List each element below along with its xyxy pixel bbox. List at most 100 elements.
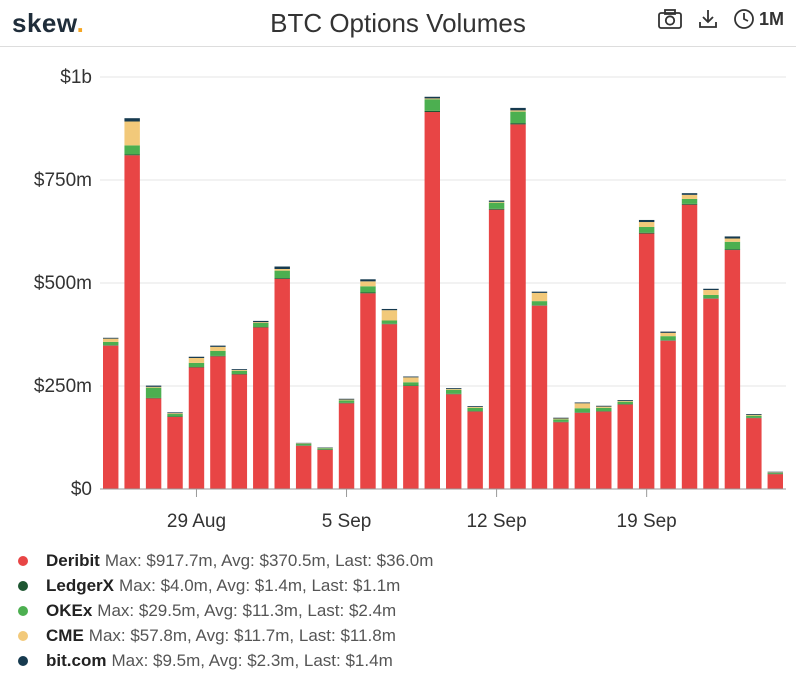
bar-segment-bit-com[interactable] (275, 267, 290, 269)
bar-segment-okex[interactable] (382, 320, 397, 323)
bar-segment-cme[interactable] (382, 310, 397, 320)
bar-segment-okex[interactable] (339, 400, 354, 402)
bar-segment-deribit[interactable] (725, 250, 740, 489)
bar-segment-okex[interactable] (660, 336, 675, 340)
legend-item-bit-com[interactable]: bit.com Max: $9.5m, Avg: $2.3m, Last: $1.… (18, 648, 433, 673)
bar-segment-bit-com[interactable] (446, 388, 461, 389)
bar-segment-bit-com[interactable] (510, 108, 525, 110)
bar-segment-deribit[interactable] (403, 386, 418, 489)
bar-segment-okex[interactable] (425, 99, 440, 111)
bar-segment-cme[interactable] (596, 407, 611, 408)
bar-segment-deribit[interactable] (360, 293, 375, 489)
bar-segment-deribit[interactable] (425, 112, 440, 489)
bar-segment-okex[interactable] (232, 371, 247, 374)
bar-segment-cme[interactable] (746, 415, 761, 416)
bar-segment-cme[interactable] (575, 403, 590, 408)
bar-segment-bit-com[interactable] (725, 236, 740, 238)
bar-segment-deribit[interactable] (339, 403, 354, 489)
bar-segment-cme[interactable] (489, 202, 504, 203)
bar-segment-bit-com[interactable] (360, 279, 375, 281)
bar-segment-bit-com[interactable] (532, 292, 547, 293)
bar-segment-cme[interactable] (618, 401, 633, 402)
bar-segment-deribit[interactable] (553, 422, 568, 489)
bar-segment-cme[interactable] (339, 400, 354, 401)
bar-segment-bit-com[interactable] (467, 406, 482, 407)
bar-segment-bit-com[interactable] (103, 338, 118, 339)
bar-segment-okex[interactable] (618, 402, 633, 404)
bar-segment-cme[interactable] (232, 370, 247, 371)
legend-item-okex[interactable]: OKEx Max: $29.5m, Avg: $11.3m, Last: $2.4… (18, 598, 433, 623)
bar-segment-deribit[interactable] (510, 124, 525, 489)
bar-segment-ledgerx[interactable] (639, 233, 654, 234)
bar-segment-okex[interactable] (124, 145, 139, 154)
bar-segment-bit-com[interactable] (575, 402, 590, 403)
bar-segment-bit-com[interactable] (746, 414, 761, 415)
bar-segment-ledgerx[interactable] (124, 154, 139, 155)
bar-segment-okex[interactable] (167, 414, 182, 416)
bar-segment-deribit[interactable] (467, 412, 482, 489)
bar-segment-ledgerx[interactable] (682, 204, 697, 205)
bar-segment-deribit[interactable] (639, 234, 654, 489)
legend-item-cme[interactable]: CME Max: $57.8m, Avg: $11.7m, Last: $11.8… (18, 623, 433, 648)
bar-segment-deribit[interactable] (189, 367, 204, 489)
bar-segment-bit-com[interactable] (124, 118, 139, 121)
bar-segment-deribit[interactable] (317, 450, 332, 489)
bar-segment-deribit[interactable] (489, 210, 504, 489)
bar-segment-okex[interactable] (553, 419, 568, 421)
bar-segment-bit-com[interactable] (639, 220, 654, 222)
camera-icon[interactable] (657, 8, 683, 30)
bar-segment-cme[interactable] (360, 281, 375, 286)
bar-segment-okex[interactable] (596, 408, 611, 411)
bar-segment-okex[interactable] (532, 301, 547, 305)
bar-segment-bit-com[interactable] (232, 369, 247, 370)
bar-segment-bit-com[interactable] (382, 309, 397, 310)
bar-segment-ledgerx[interactable] (360, 292, 375, 293)
bar-segment-bit-com[interactable] (167, 412, 182, 413)
legend-item-deribit[interactable]: Deribit Max: $917.7m, Avg: $370.5m, Last:… (18, 548, 433, 573)
bar-segment-okex[interactable] (575, 408, 590, 412)
bar-segment-deribit[interactable] (682, 205, 697, 489)
bar-segment-cme[interactable] (703, 290, 718, 295)
bar-segment-bit-com[interactable] (553, 418, 568, 419)
bar-segment-okex[interactable] (103, 342, 118, 345)
bar-segment-cme[interactable] (124, 121, 139, 145)
bar-segment-okex[interactable] (467, 408, 482, 411)
bar-segment-cme[interactable] (446, 389, 461, 390)
legend-item-ledgerx[interactable]: LedgerX Max: $4.0m, Avg: $1.4m, Last: $1.… (18, 573, 433, 598)
bar-segment-bit-com[interactable] (596, 406, 611, 407)
bar-segment-deribit[interactable] (296, 446, 311, 489)
bar-segment-bit-com[interactable] (489, 201, 504, 202)
bar-segment-ledgerx[interactable] (725, 249, 740, 250)
bar-segment-deribit[interactable] (596, 412, 611, 489)
bar-segment-deribit[interactable] (768, 474, 783, 489)
bar-segment-deribit[interactable] (253, 327, 268, 489)
bar-segment-bit-com[interactable] (403, 377, 418, 378)
bar-segment-cme[interactable] (167, 413, 182, 414)
bar-segment-deribit[interactable] (446, 394, 461, 489)
bar-segment-okex[interactable] (210, 351, 225, 356)
bar-segment-cme[interactable] (103, 339, 118, 342)
bar-segment-okex[interactable] (746, 416, 761, 418)
bar-segment-bit-com[interactable] (682, 193, 697, 195)
bar-segment-okex[interactable] (489, 203, 504, 209)
bar-segment-deribit[interactable] (618, 405, 633, 489)
bar-segment-ledgerx[interactable] (425, 111, 440, 112)
bar-segment-bit-com[interactable] (703, 289, 718, 290)
bar-segment-cme[interactable] (403, 377, 418, 382)
bar-segment-bit-com[interactable] (768, 472, 783, 473)
bar-segment-bit-com[interactable] (339, 399, 354, 400)
bar-segment-deribit[interactable] (232, 374, 247, 489)
bar-segment-deribit[interactable] (124, 155, 139, 489)
bar-segment-bit-com[interactable] (618, 400, 633, 401)
bar-segment-deribit[interactable] (532, 306, 547, 489)
bar-segment-cme[interactable] (467, 407, 482, 408)
bar-segment-bit-com[interactable] (660, 332, 675, 333)
bar-segment-bit-com[interactable] (146, 386, 161, 387)
bar-segment-cme[interactable] (682, 195, 697, 199)
bar-segment-ledgerx[interactable] (489, 209, 504, 210)
bar-segment-okex[interactable] (403, 382, 418, 385)
bar-segment-cme[interactable] (639, 222, 654, 227)
bar-segment-okex[interactable] (725, 242, 740, 249)
bar-segment-okex[interactable] (296, 444, 311, 446)
bar-segment-deribit[interactable] (275, 279, 290, 489)
